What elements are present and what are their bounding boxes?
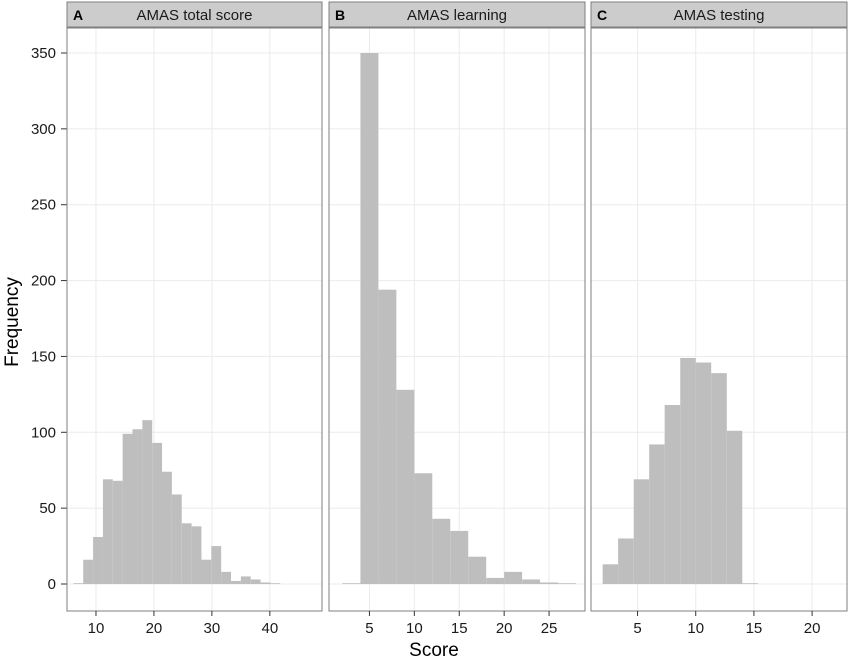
y-tick-label: 200 <box>31 273 56 290</box>
histogram-bar <box>152 442 163 584</box>
histogram-bar <box>711 373 727 584</box>
histogram-bar <box>742 583 758 584</box>
histogram-bar <box>726 430 743 584</box>
x-tick-label: 20 <box>804 620 821 637</box>
histogram-bar <box>378 289 397 584</box>
x-tick-label: 20 <box>496 620 513 637</box>
panel-strip <box>328 1 586 28</box>
panel-strip <box>590 1 848 28</box>
histogram-bar <box>558 583 577 584</box>
panel-title: AMAS testing <box>674 7 765 24</box>
histogram-bar <box>142 420 153 584</box>
histogram-bar <box>231 580 241 584</box>
histogram-bar <box>83 559 94 584</box>
x-tick-label: 15 <box>746 620 763 637</box>
x-tick-label: 20 <box>146 620 163 637</box>
histogram-bar <box>132 429 143 584</box>
histogram-bar <box>633 479 650 584</box>
histogram-bar <box>522 579 541 584</box>
histogram-bar <box>504 571 523 584</box>
histogram-bar <box>468 556 487 584</box>
histogram-bar <box>450 530 469 584</box>
x-tick-label: 40 <box>261 620 278 637</box>
histogram-bar <box>680 357 696 584</box>
panel-strip <box>66 1 323 28</box>
histogram-bar <box>432 518 451 584</box>
histogram-bar <box>211 546 222 584</box>
panel-border <box>66 27 323 612</box>
histogram-bar <box>250 579 261 584</box>
x-tick-label: 5 <box>365 620 373 637</box>
y-axis-ticks: 0 50 100 150 200 250 300 350 <box>31 45 67 593</box>
histogram-bar <box>112 480 123 584</box>
panel-title: AMAS learning <box>407 7 507 24</box>
histogram-bar <box>649 444 665 584</box>
x-tick-label: 10 <box>687 620 704 637</box>
histogram-bar <box>260 582 271 584</box>
panel-b: B AMAS learning 5 10 15 20 25 <box>328 1 586 637</box>
histogram-bar <box>270 583 281 584</box>
y-tick-label: 250 <box>31 197 56 214</box>
panel-c: C AMAS testing 5 10 15 20 <box>590 1 848 637</box>
histogram-bar <box>162 471 172 584</box>
panel-title: AMAS total score <box>137 7 253 24</box>
x-axis-title: Score <box>409 640 459 659</box>
histogram-bar <box>73 583 84 584</box>
y-tick-label: 300 <box>31 121 56 138</box>
y-tick-label: 50 <box>39 500 56 517</box>
histogram-bar <box>171 494 182 584</box>
histogram-bar <box>664 404 681 584</box>
histogram-bar <box>618 538 634 584</box>
histogram-bar <box>93 536 103 584</box>
histogram-bar <box>414 473 433 584</box>
histogram-bar <box>342 583 361 584</box>
x-tick-label: 10 <box>406 620 423 637</box>
histogram-bar <box>240 576 251 584</box>
histogram-bar <box>221 571 232 584</box>
x-tick-label: 25 <box>541 620 558 637</box>
panel-letter: B <box>335 7 345 23</box>
histogram-bar <box>360 53 379 584</box>
histogram-bar <box>122 433 133 584</box>
y-tick-label: 350 <box>31 45 56 62</box>
histogram-bar <box>201 559 212 584</box>
panel-letter: A <box>73 7 83 23</box>
x-tick-label: 5 <box>633 620 641 637</box>
histogram-bar <box>602 564 619 584</box>
histogram-bar <box>181 523 192 584</box>
panel-letter: C <box>597 7 607 23</box>
y-tick-label: 150 <box>31 348 56 365</box>
panel-a: A AMAS total score 10 20 30 40 <box>66 1 323 637</box>
x-tick-label: 10 <box>88 620 105 637</box>
y-tick-label: 0 <box>48 576 56 593</box>
y-axis-title: Frequency <box>2 277 23 367</box>
panel-border <box>328 27 586 612</box>
x-tick-label: 15 <box>451 620 468 637</box>
x-tick-label: 30 <box>204 620 221 637</box>
panel-border <box>590 27 848 612</box>
histogram-bar <box>695 362 712 584</box>
histogram-bar <box>540 582 559 584</box>
facet-panels: A AMAS total score 10 20 30 40 B AMAS learning 5… <box>66 1 848 637</box>
histogram-bar <box>102 479 113 584</box>
y-tick-label: 100 <box>31 424 56 441</box>
histogram-bar <box>191 526 202 584</box>
histogram-bar <box>486 577 505 584</box>
histogram-bar <box>396 389 415 584</box>
